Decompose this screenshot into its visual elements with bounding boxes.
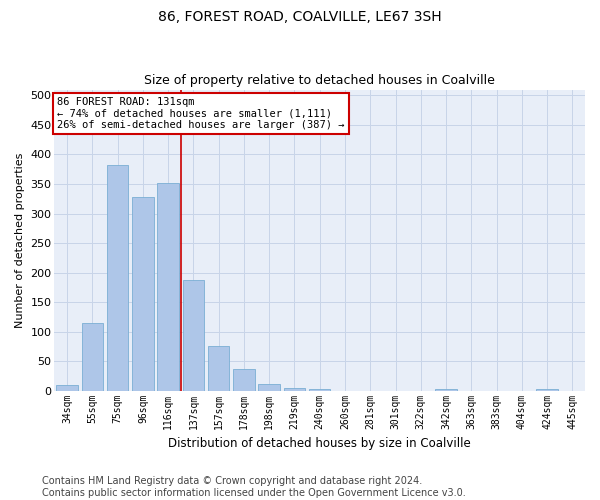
Bar [233, 369, 254, 390]
Bar [107, 164, 128, 390]
Bar [284, 388, 305, 390]
Bar [182, 280, 204, 390]
Bar [157, 183, 179, 390]
Text: Contains HM Land Registry data © Crown copyright and database right 2024.
Contai: Contains HM Land Registry data © Crown c… [42, 476, 466, 498]
Bar [132, 197, 154, 390]
Bar [56, 384, 78, 390]
Bar [436, 389, 457, 390]
Text: 86, FOREST ROAD, COALVILLE, LE67 3SH: 86, FOREST ROAD, COALVILLE, LE67 3SH [158, 10, 442, 24]
Y-axis label: Number of detached properties: Number of detached properties [15, 152, 25, 328]
Bar [82, 322, 103, 390]
X-axis label: Distribution of detached houses by size in Coalville: Distribution of detached houses by size … [169, 437, 471, 450]
Text: 86 FOREST ROAD: 131sqm
← 74% of detached houses are smaller (1,111)
26% of semi-: 86 FOREST ROAD: 131sqm ← 74% of detached… [57, 97, 344, 130]
Bar [208, 346, 229, 391]
Title: Size of property relative to detached houses in Coalville: Size of property relative to detached ho… [144, 74, 495, 87]
Bar [259, 384, 280, 390]
